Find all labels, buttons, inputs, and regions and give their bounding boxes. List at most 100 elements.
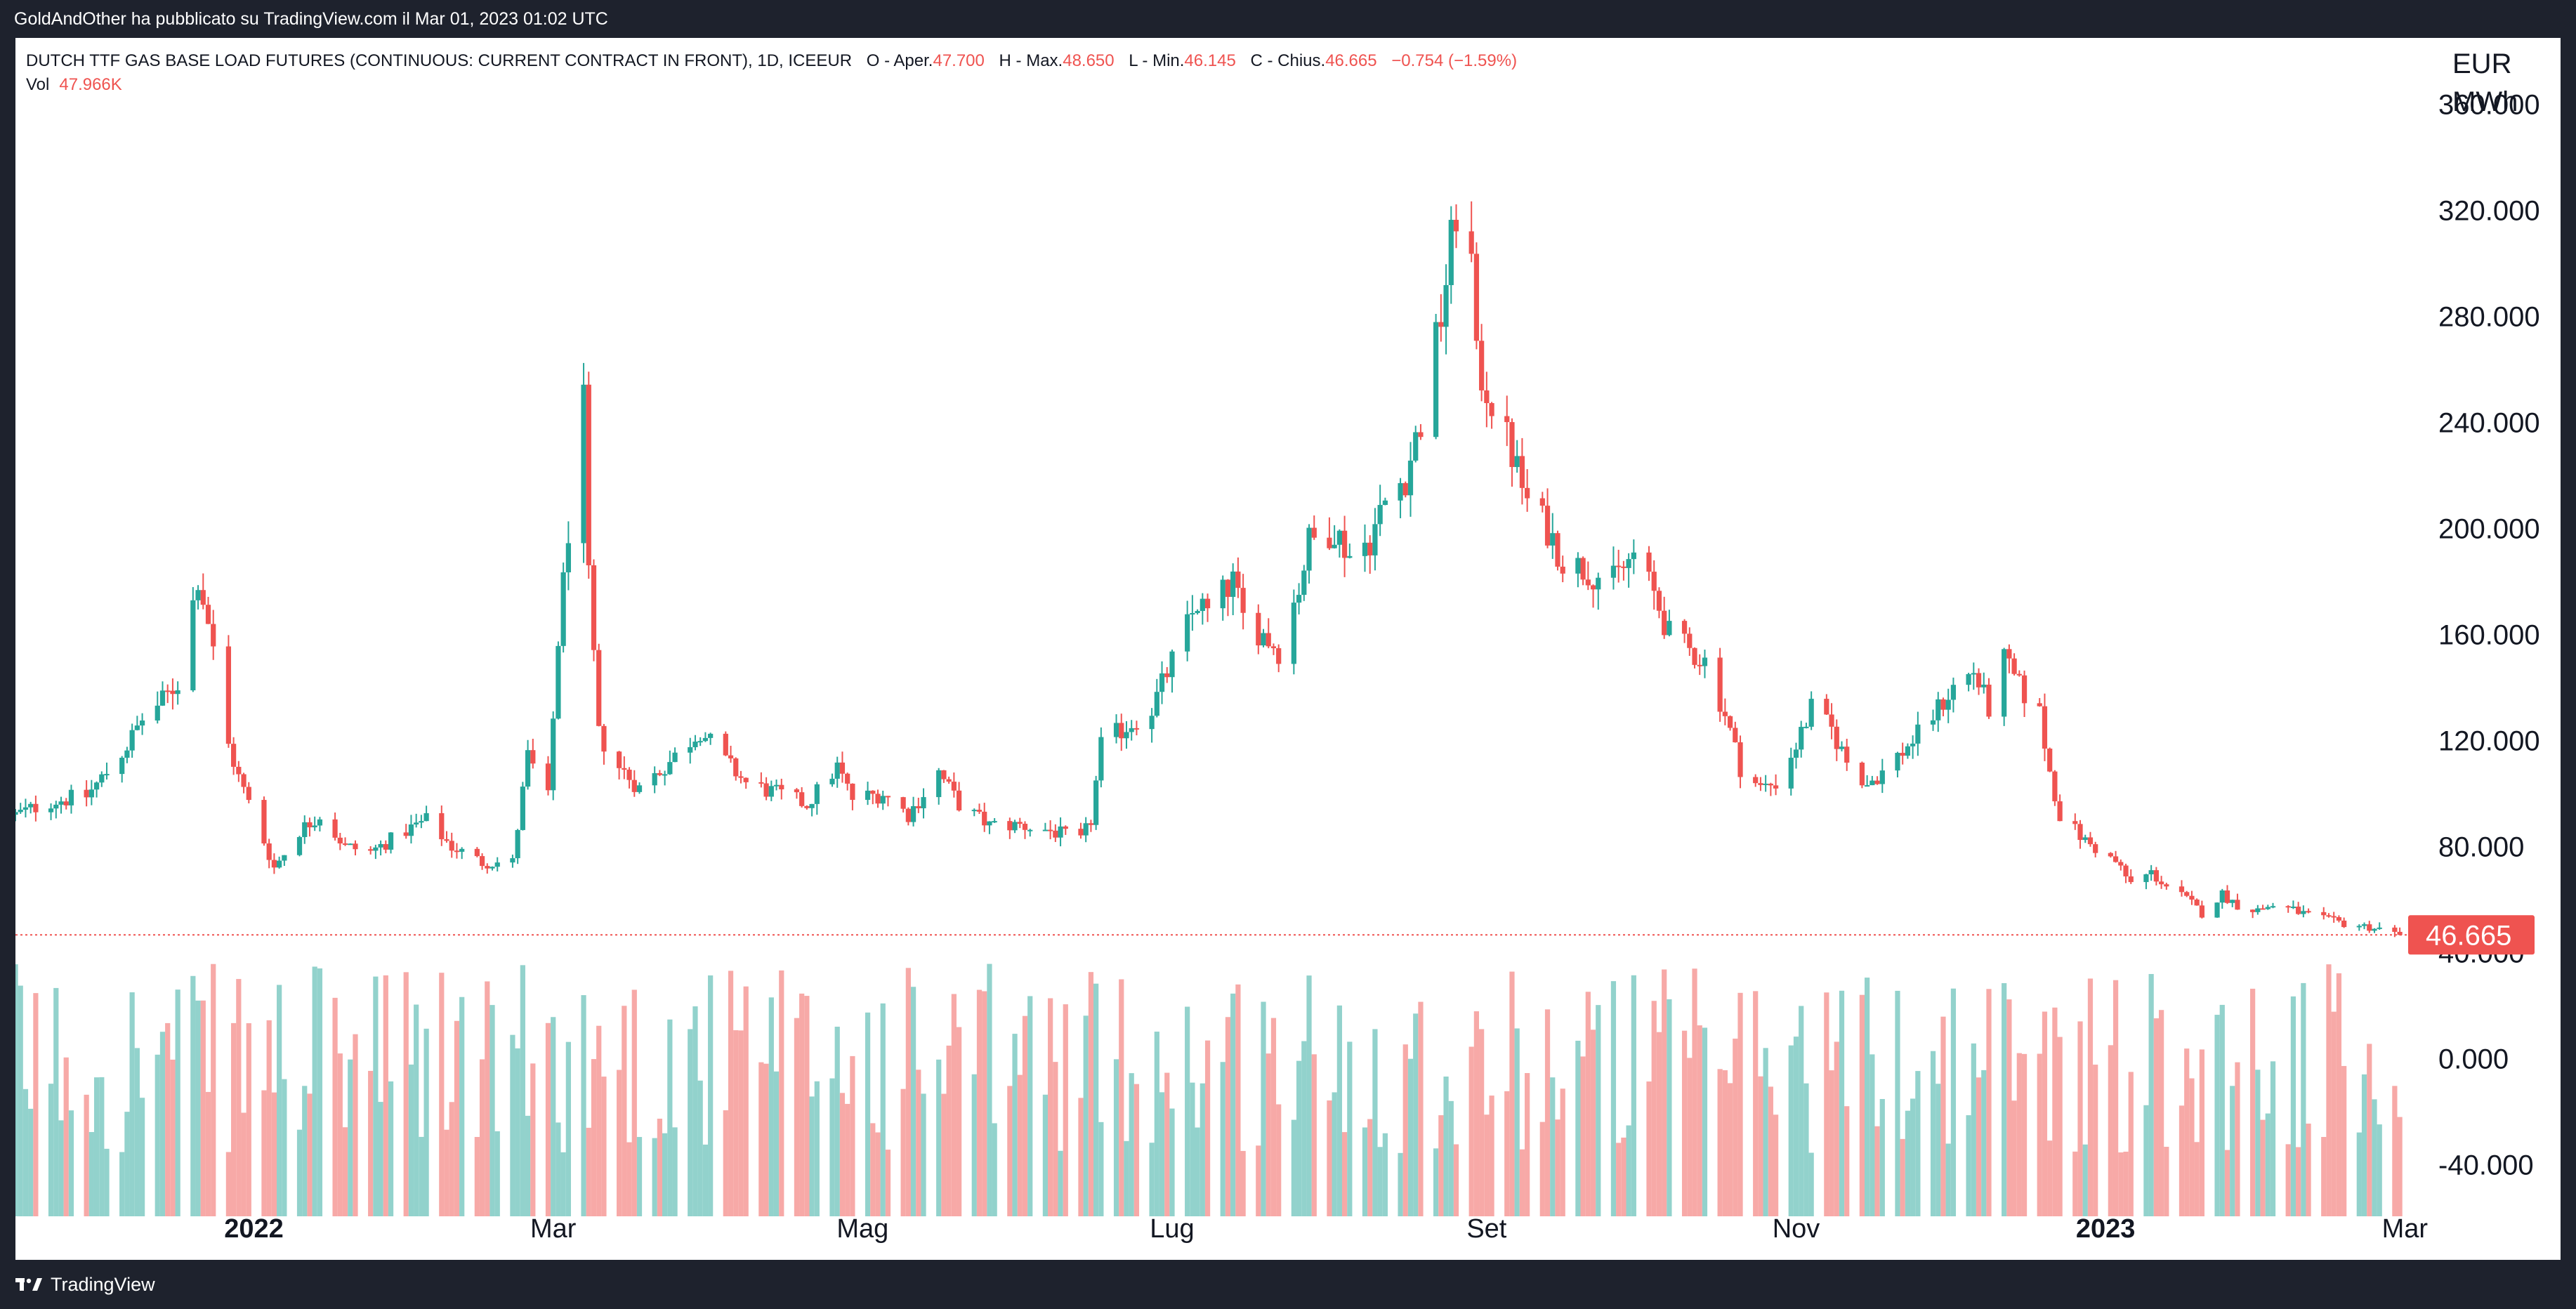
volume-bar — [1058, 1150, 1063, 1216]
volume-bar — [2356, 1132, 2362, 1216]
volume-bar — [1834, 1041, 1839, 1216]
candle-body — [1727, 716, 1733, 728]
candle-body — [910, 805, 916, 822]
candle-body — [231, 744, 237, 767]
candle-body — [2367, 924, 2372, 931]
candle-body — [1154, 692, 1159, 716]
candle-body — [1986, 684, 1992, 717]
candle-body — [1327, 537, 1332, 548]
candle-body — [342, 843, 348, 846]
candle-body — [773, 784, 780, 787]
candle-body — [1311, 527, 1317, 538]
volume-bar — [1154, 1032, 1159, 1216]
volume-bar — [388, 1081, 394, 1216]
volume-bar — [1616, 1143, 1622, 1216]
candle-body — [976, 810, 983, 812]
volume-bar — [2082, 1144, 2088, 1216]
volume-bar — [1717, 1069, 1723, 1216]
candle-body — [368, 849, 374, 851]
tradingview-logo-icon[interactable] — [15, 1277, 42, 1292]
volume-bar — [2189, 1078, 2195, 1216]
attribution-text: GoldAndOther ha pubblicato su TradingVie… — [14, 9, 608, 29]
price-chart[interactable]: 360.000 320.000 280.000 240.000 200.000 160.0… — [15, 38, 2561, 1260]
candle-body — [2047, 748, 2053, 772]
volume-bar — [581, 995, 586, 1216]
legend-symbol[interactable]: DUTCH TTF GAS BASE LOAD FUTURES (CONTINU… — [26, 51, 853, 70]
volume-bar — [1930, 1051, 1936, 1216]
candle-body — [2148, 870, 2154, 875]
candle-body — [58, 801, 64, 805]
candle-body — [1124, 732, 1129, 739]
volume-bar — [1667, 999, 1672, 1216]
x-tick-label: Mar — [530, 1214, 577, 1244]
candle-body — [1058, 826, 1063, 838]
candle-body — [2194, 899, 2200, 906]
volume-bar — [211, 963, 216, 1216]
candle-body — [1646, 552, 1652, 572]
candle-body — [444, 839, 449, 841]
volume-bar — [1240, 1150, 1246, 1216]
candle-body — [1261, 633, 1266, 646]
footer-brand[interactable]: TradingView — [51, 1273, 155, 1295]
candle-body — [1133, 728, 1140, 730]
candle-body — [2230, 900, 2235, 903]
volume-bar — [1468, 1046, 1474, 1216]
volume-bar — [551, 1017, 556, 1216]
volume-bar — [2377, 1124, 2382, 1216]
candle-body — [2112, 856, 2119, 862]
volume-bar — [1808, 1152, 1814, 1216]
candle-body — [1088, 823, 1094, 825]
volume-bar — [2184, 1048, 2190, 1216]
volume-bar — [672, 1127, 678, 1216]
volume-bar — [1261, 1001, 1266, 1216]
candle-body — [2057, 801, 2063, 822]
volume-bar — [916, 1070, 921, 1216]
volume-bar — [2235, 1062, 2240, 1216]
volume-bar — [454, 1020, 460, 1216]
volume-bar — [1869, 1054, 1875, 1216]
volume-bar — [1895, 990, 1900, 1216]
volume-bar — [1986, 989, 1992, 1216]
volume-bar — [1702, 1027, 1708, 1216]
candle-body — [697, 741, 703, 743]
candle-body — [971, 810, 977, 812]
candle-body — [2158, 881, 2164, 885]
candle-body — [1270, 646, 1277, 649]
candle-body — [175, 690, 180, 695]
volume-bar — [1525, 1073, 1530, 1216]
candle-body — [1453, 220, 1459, 232]
candle-body — [1940, 699, 1946, 710]
candle-body — [337, 837, 343, 844]
candle-body — [2372, 928, 2377, 931]
candle-body — [99, 774, 105, 783]
candle-body — [373, 847, 379, 851]
volume-bar — [910, 987, 916, 1216]
candle-body — [2118, 862, 2124, 866]
candle-body — [211, 624, 216, 647]
axes: 360.000 320.000 280.000 240.000 200.000 160.0… — [224, 89, 2539, 1244]
volume-bar — [1580, 1056, 1586, 1216]
candle-body — [708, 733, 714, 738]
candle-body — [2296, 907, 2301, 914]
volume-bar — [1301, 1041, 1307, 1216]
volume-bar — [485, 981, 490, 1216]
volume-bar — [636, 1137, 643, 1216]
legend-vol-label[interactable]: Vol — [26, 75, 50, 94]
volume-bar — [302, 1086, 308, 1216]
candle-body — [525, 750, 531, 787]
candle-body — [1509, 422, 1515, 468]
x-tick-label: Set — [1466, 1214, 1506, 1244]
candle-body — [2377, 927, 2382, 929]
volume-bar — [556, 1122, 561, 1216]
x-tick-label: 2023 — [2076, 1214, 2136, 1244]
chart-panel[interactable]: 360.000 320.000 280.000 240.000 200.000 160.0… — [15, 38, 2561, 1260]
candle-body — [2250, 909, 2256, 912]
volume-bar — [1692, 968, 1697, 1216]
candle-body — [1007, 821, 1013, 831]
volume-bar — [885, 1150, 891, 1216]
candle-body — [2331, 916, 2337, 918]
candle-body — [551, 718, 556, 791]
volume-bar — [2123, 1151, 2129, 1216]
volume-bar — [880, 1003, 886, 1216]
candle-body — [1915, 724, 1921, 744]
